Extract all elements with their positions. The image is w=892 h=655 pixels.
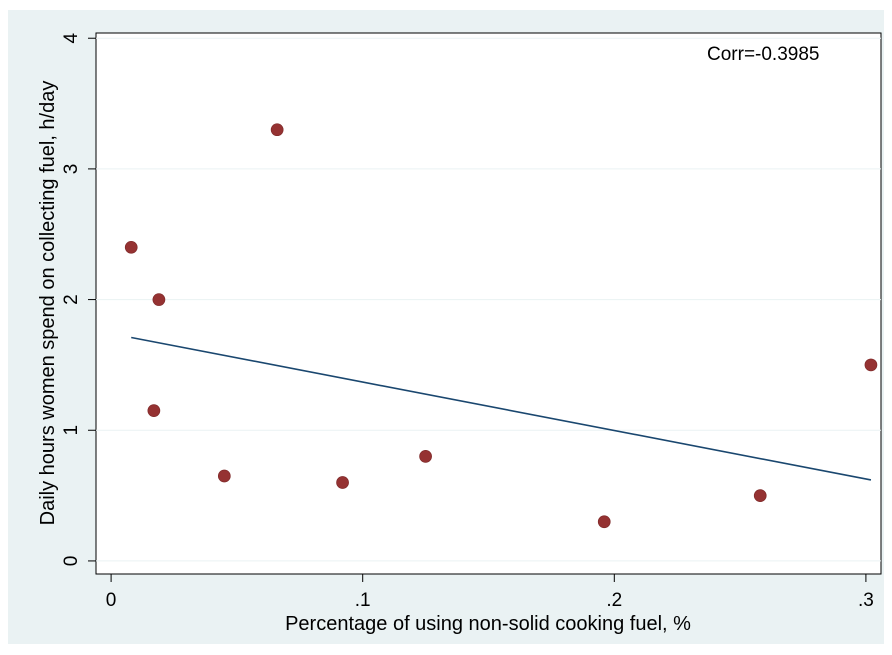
scatter-point (147, 404, 161, 418)
scatter-point (753, 489, 767, 502)
y-tick-label: 0 (61, 556, 82, 567)
gridlines (96, 37, 881, 562)
scatter-point (336, 476, 349, 489)
scatter-points (124, 123, 878, 529)
x-axis-label: Percentage of using non-solid cooking fu… (285, 613, 691, 635)
x-tick-label: .2 (606, 590, 622, 611)
fit-line (131, 336, 872, 481)
scatter-point (124, 240, 138, 254)
plot-area (95, 32, 882, 575)
y-tick-label: 3 (61, 164, 82, 175)
x-tick-label: 0 (106, 590, 117, 611)
y-tick-label: 4 (61, 33, 82, 44)
x-tick-label: .3 (858, 590, 874, 611)
axes: 0 1 2 3 4 0 .1 .2 .3 (61, 33, 874, 611)
x-tick-label: .1 (355, 590, 371, 611)
scatter-point (270, 123, 284, 137)
scatter-point (864, 358, 878, 372)
scatter-point (419, 450, 432, 463)
y-axis-label: Daily hours women spend on collecting fu… (37, 81, 59, 526)
y-tick-label: 2 (61, 294, 82, 305)
scatter-point (217, 469, 231, 483)
y-tick-label: 1 (61, 425, 82, 436)
scatter-point (597, 515, 611, 529)
correlation-annotation: Corr=-0.3985 (707, 44, 819, 65)
scatter-point (152, 293, 166, 306)
fit-line-layer (131, 336, 872, 481)
